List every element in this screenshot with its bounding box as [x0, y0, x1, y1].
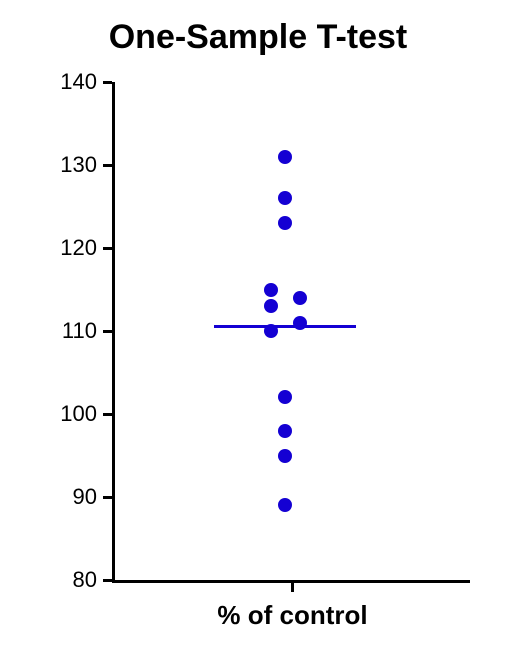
y-tick	[103, 413, 112, 416]
x-category-label: % of control	[163, 600, 423, 631]
y-axis-line	[112, 82, 115, 583]
data-point	[264, 283, 278, 297]
y-tick	[103, 164, 112, 167]
mean-line	[214, 325, 356, 328]
data-point	[264, 324, 278, 338]
data-point	[278, 498, 292, 512]
y-tick-label: 90	[37, 484, 97, 510]
data-point	[293, 291, 307, 305]
y-tick	[103, 579, 112, 582]
y-tick-label: 130	[37, 152, 97, 178]
y-tick	[103, 81, 112, 84]
x-tick	[291, 583, 294, 592]
y-tick	[103, 496, 112, 499]
chart-title: One-Sample T-test	[0, 18, 516, 57]
plot-area: 8090100110120130140% of control	[115, 82, 470, 580]
y-tick-label: 120	[37, 235, 97, 261]
data-point	[278, 191, 292, 205]
data-point	[264, 299, 278, 313]
data-point	[293, 316, 307, 330]
data-point	[278, 216, 292, 230]
data-point	[278, 449, 292, 463]
y-tick-label: 140	[37, 69, 97, 95]
data-point	[278, 390, 292, 404]
data-point	[278, 150, 292, 164]
one-sample-t-test-chart: One-Sample T-test 8090100110120130140% o…	[0, 0, 516, 671]
data-point	[278, 424, 292, 438]
y-tick	[103, 330, 112, 333]
y-tick-label: 80	[37, 567, 97, 593]
y-tick-label: 100	[37, 401, 97, 427]
y-tick	[103, 247, 112, 250]
y-tick-label: 110	[37, 318, 97, 344]
